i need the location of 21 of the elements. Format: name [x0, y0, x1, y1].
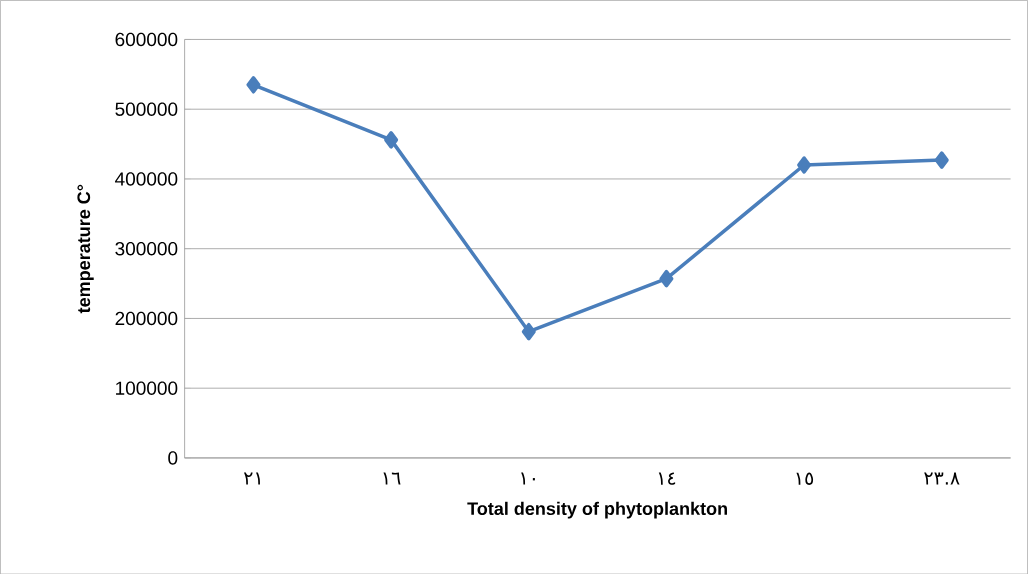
x-tick-label: ١٦: [383, 472, 401, 485]
x-tick-label: ١٠: [521, 472, 535, 485]
point: [384, 130, 399, 149]
x-tick-label: ٢١: [243, 472, 260, 485]
point: [934, 151, 949, 169]
y-tick-label: 500000: [115, 102, 178, 116]
point: [521, 322, 536, 341]
point: [659, 269, 674, 288]
y-axis-title: temperature C°: [77, 184, 94, 313]
x-tick-label: ٢٣.٨: [924, 472, 960, 485]
x-tick-label: ١٥: [796, 472, 814, 485]
y-tick-label: 600000: [115, 32, 178, 46]
point: [797, 156, 812, 174]
y-tick-label: 300000: [115, 241, 178, 256]
y-tick-label: 100000: [116, 381, 178, 395]
x-tick-label: ١٤: [658, 472, 676, 485]
y-tick-label: 400000: [115, 171, 178, 186]
x-axis-title: Total density of phytoplankton: [467, 501, 727, 519]
y-tick-label: 0: [168, 450, 178, 465]
point: [246, 75, 261, 94]
y-tick-label: 200000: [115, 311, 178, 325]
